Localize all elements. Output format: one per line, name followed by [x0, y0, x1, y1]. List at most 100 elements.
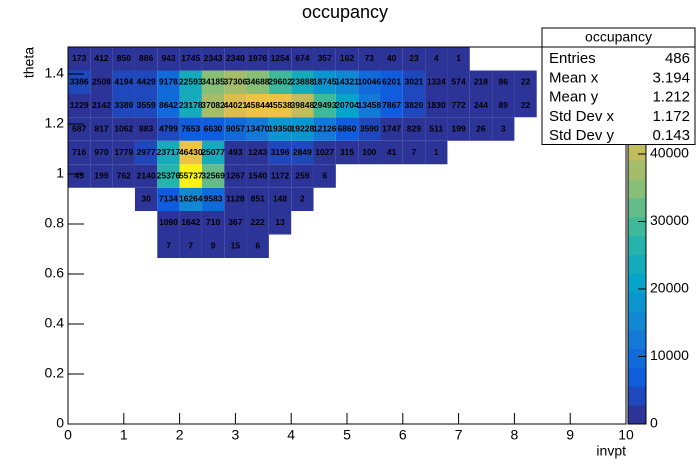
cell: [201, 70, 225, 94]
cell: [380, 47, 403, 71]
cell: [268, 47, 292, 71]
cell-label: 34688: [246, 77, 270, 87]
cell-label: 89: [499, 100, 509, 110]
cell: [246, 211, 269, 235]
palette-band: [628, 310, 646, 331]
cell: [224, 70, 247, 94]
cell-label: 41: [387, 147, 397, 157]
cell-label: 1830: [427, 100, 446, 110]
cell: [380, 140, 403, 165]
cell-label: 1027: [315, 147, 334, 157]
cell: [514, 94, 537, 118]
cell-label: 7653: [181, 123, 200, 133]
cell-label: 1747: [382, 123, 401, 133]
cell: [68, 117, 91, 141]
cell: [246, 164, 269, 188]
y-tick-label: 0: [56, 415, 64, 431]
cell-label: 3386: [70, 77, 89, 87]
cell: [201, 211, 225, 235]
y-tick-label: 0.2: [45, 365, 65, 381]
cell-label: 886: [139, 53, 153, 63]
cell-label: 762: [117, 170, 131, 180]
cell-label: 8642: [159, 100, 178, 110]
cell-label: 2343: [204, 53, 223, 63]
cell-label: 6201: [382, 77, 401, 87]
cell: [313, 140, 336, 165]
cell: [447, 70, 470, 94]
x-tick-label: 0: [64, 427, 72, 443]
z-tick-label: 20000: [650, 280, 689, 296]
cell: [157, 94, 180, 118]
cell: [90, 117, 113, 141]
cell-label: 1745: [181, 53, 200, 63]
cell: [492, 70, 515, 94]
cell: [134, 187, 158, 211]
cell: [179, 164, 202, 188]
cell-label: 1: [434, 147, 439, 157]
z-tick-label: 30000: [650, 212, 689, 228]
cell-label: 1128: [226, 194, 245, 204]
cell: [246, 117, 269, 141]
cell-label: 20704: [335, 100, 359, 110]
cell: [179, 70, 202, 94]
z-tick-label: 40000: [650, 145, 689, 161]
cell-label: 3389: [114, 100, 133, 110]
cell-label: 32569: [201, 170, 225, 180]
cell-label: 23717: [157, 147, 181, 157]
palette-band: [628, 178, 646, 199]
cell-label: 173: [72, 53, 86, 63]
stats-name: Std Dev y: [549, 127, 615, 144]
cell-label: 45538: [268, 100, 292, 110]
cell: [134, 94, 158, 118]
cell-label: 9583: [204, 194, 223, 204]
cell: [90, 94, 113, 118]
cell-label: 2: [300, 194, 305, 204]
cell-label: 2140: [137, 170, 156, 180]
cell: [134, 140, 158, 165]
cell: [380, 94, 403, 118]
x-axis-label: invpt: [596, 443, 626, 459]
cell: [335, 70, 359, 94]
cell: [157, 164, 180, 188]
cell: [246, 70, 269, 94]
cell: [201, 117, 225, 141]
palette-band: [628, 348, 646, 368]
y-tick-label: 1.4: [45, 65, 65, 81]
chart-title: occupancy: [302, 2, 388, 22]
palette-band: [628, 235, 646, 255]
cell: [68, 140, 91, 165]
stats-title: occupancy: [585, 29, 652, 45]
cell-label: 1229: [70, 100, 89, 110]
y-axis-label: theta: [21, 47, 37, 78]
cell: [157, 70, 180, 94]
cell-label: 4194: [114, 77, 133, 87]
cell: [291, 94, 314, 118]
cell: [291, 70, 314, 94]
cell: [201, 94, 225, 118]
cell: [68, 47, 91, 71]
cell-label: 199: [452, 123, 466, 133]
stats-name: Entries: [549, 50, 596, 67]
cell: [313, 70, 336, 94]
palette-band: [628, 216, 646, 236]
cell: [224, 140, 247, 165]
cell: [157, 117, 180, 141]
cell-label: 6860: [338, 123, 357, 133]
cell-label: 45: [74, 170, 84, 180]
cell-label: 3820: [404, 100, 423, 110]
cell-label: 44021: [224, 100, 248, 110]
cell: [380, 70, 403, 94]
cell-label: 29493: [313, 100, 337, 110]
cell: [246, 47, 269, 71]
cell-label: 716: [72, 147, 86, 157]
cell-label: 16264: [179, 194, 203, 204]
cell: [90, 47, 113, 71]
cell: [425, 47, 448, 71]
cell: [358, 94, 381, 118]
palette-band: [628, 141, 646, 161]
cell-label: 222: [251, 217, 265, 227]
palette-band: [628, 273, 646, 293]
cell: [201, 187, 225, 211]
cell-label: 2977: [137, 147, 156, 157]
y-tick-label: 0.4: [45, 315, 65, 331]
